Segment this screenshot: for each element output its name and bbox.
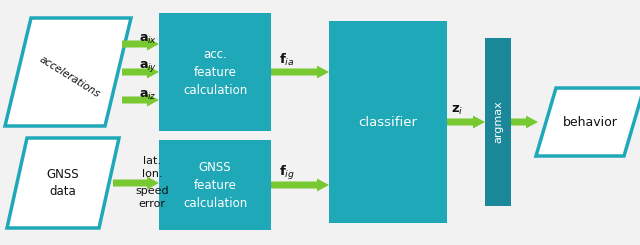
Text: speed: speed [135,186,169,196]
Text: $\mathbf{a}_{iz}$: $\mathbf{a}_{iz}$ [139,89,157,102]
FancyBboxPatch shape [485,38,511,206]
Text: $\mathbf{z}_{i}$: $\mathbf{z}_{i}$ [451,103,463,117]
Text: behavior: behavior [563,115,618,128]
Text: lon.: lon. [141,169,163,179]
FancyBboxPatch shape [159,13,271,131]
Text: accelerations: accelerations [38,54,102,100]
Polygon shape [113,176,159,189]
Text: $\mathbf{f}_{ig}$: $\mathbf{f}_{ig}$ [279,164,295,182]
Polygon shape [122,65,159,78]
Text: acc.
feature
calculation: acc. feature calculation [183,48,247,97]
Polygon shape [536,88,640,156]
Polygon shape [7,138,119,228]
Text: $\mathbf{f}_{ia}$: $\mathbf{f}_{ia}$ [279,52,294,68]
FancyBboxPatch shape [159,140,271,230]
Text: GNSS
feature
calculation: GNSS feature calculation [183,160,247,209]
Polygon shape [271,65,329,78]
Text: $\mathbf{a}_{iy}$: $\mathbf{a}_{iy}$ [139,59,157,74]
Polygon shape [271,179,329,192]
Polygon shape [122,37,159,50]
Polygon shape [122,94,159,107]
Text: argmax: argmax [493,101,503,143]
Text: error: error [138,199,166,209]
Polygon shape [511,115,538,128]
Polygon shape [447,115,485,128]
Text: classifier: classifier [358,115,417,128]
Text: GNSS
data: GNSS data [47,168,79,198]
FancyBboxPatch shape [329,21,447,223]
Text: lat.: lat. [143,156,161,166]
Polygon shape [5,18,131,126]
Text: $\mathbf{a}_{ix}$: $\mathbf{a}_{ix}$ [139,33,157,46]
